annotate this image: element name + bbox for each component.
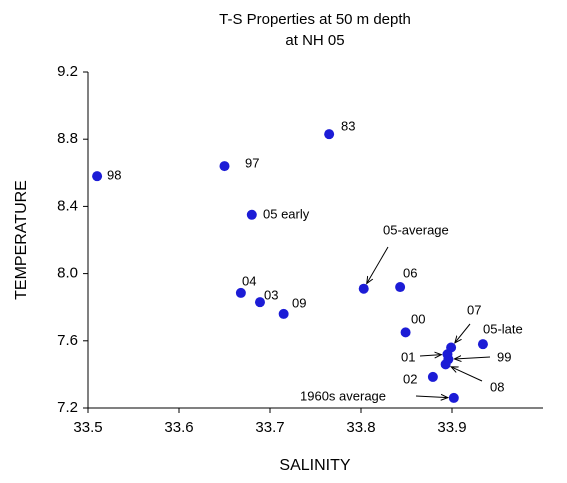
point xyxy=(358,283,369,294)
annotation-arrow xyxy=(455,323,471,343)
point xyxy=(427,371,438,382)
chart-title: T-S Properties at 50 m depth xyxy=(219,11,411,28)
point-label: 00 xyxy=(411,311,425,326)
y-tick-label: 8.8 xyxy=(57,130,78,147)
point-label: 09 xyxy=(292,295,306,310)
point-label: 06 xyxy=(403,265,417,280)
x-tick-label: 33.7 xyxy=(255,419,284,436)
point xyxy=(235,287,246,298)
point-label: 1960s average xyxy=(300,388,386,403)
y-tick-label: 7.6 xyxy=(57,332,78,349)
y-tick-label: 7.2 xyxy=(57,399,78,416)
y-axis-label: TEMPERATURE xyxy=(13,180,30,300)
point-label: 08 xyxy=(490,379,504,394)
point-label: 83 xyxy=(341,118,355,133)
point-label: 98 xyxy=(107,167,121,182)
point xyxy=(278,308,289,319)
point-label: 05-average xyxy=(383,222,449,237)
point xyxy=(448,392,459,403)
point-label: 01 xyxy=(401,349,415,364)
point-label: 03 xyxy=(264,287,278,302)
point xyxy=(395,282,406,293)
point-label: 99 xyxy=(497,349,511,364)
y-tick-label: 9.2 xyxy=(57,63,78,80)
x-tick-label: 33.9 xyxy=(437,419,466,436)
point xyxy=(92,171,103,182)
point-label: 02 xyxy=(403,371,417,386)
point-label: 97 xyxy=(245,155,259,170)
x-axis-label: SALINITY xyxy=(279,457,350,474)
annotation-arrow xyxy=(415,396,448,398)
x-tick-label: 33.6 xyxy=(164,419,193,436)
point xyxy=(324,129,335,140)
point xyxy=(254,297,265,308)
annotation-arrow xyxy=(451,367,483,382)
annotation-arrow xyxy=(454,357,491,359)
point-label: 05 early xyxy=(263,206,310,221)
point xyxy=(477,339,488,350)
x-tick-label: 33.8 xyxy=(346,419,375,436)
chart-subtitle: at NH 05 xyxy=(285,32,344,49)
point-label: 07 xyxy=(467,302,481,317)
point-label: 05-late xyxy=(483,321,523,336)
annotation-arrow xyxy=(367,246,389,284)
annotation-arrow xyxy=(419,355,441,356)
point xyxy=(440,359,451,370)
y-tick-label: 8.4 xyxy=(57,197,78,214)
point-label: 04 xyxy=(242,273,256,288)
x-tick-label: 33.5 xyxy=(73,419,102,436)
point xyxy=(219,161,230,172)
point xyxy=(246,209,257,220)
y-tick-label: 8.0 xyxy=(57,265,78,282)
point xyxy=(400,327,411,338)
